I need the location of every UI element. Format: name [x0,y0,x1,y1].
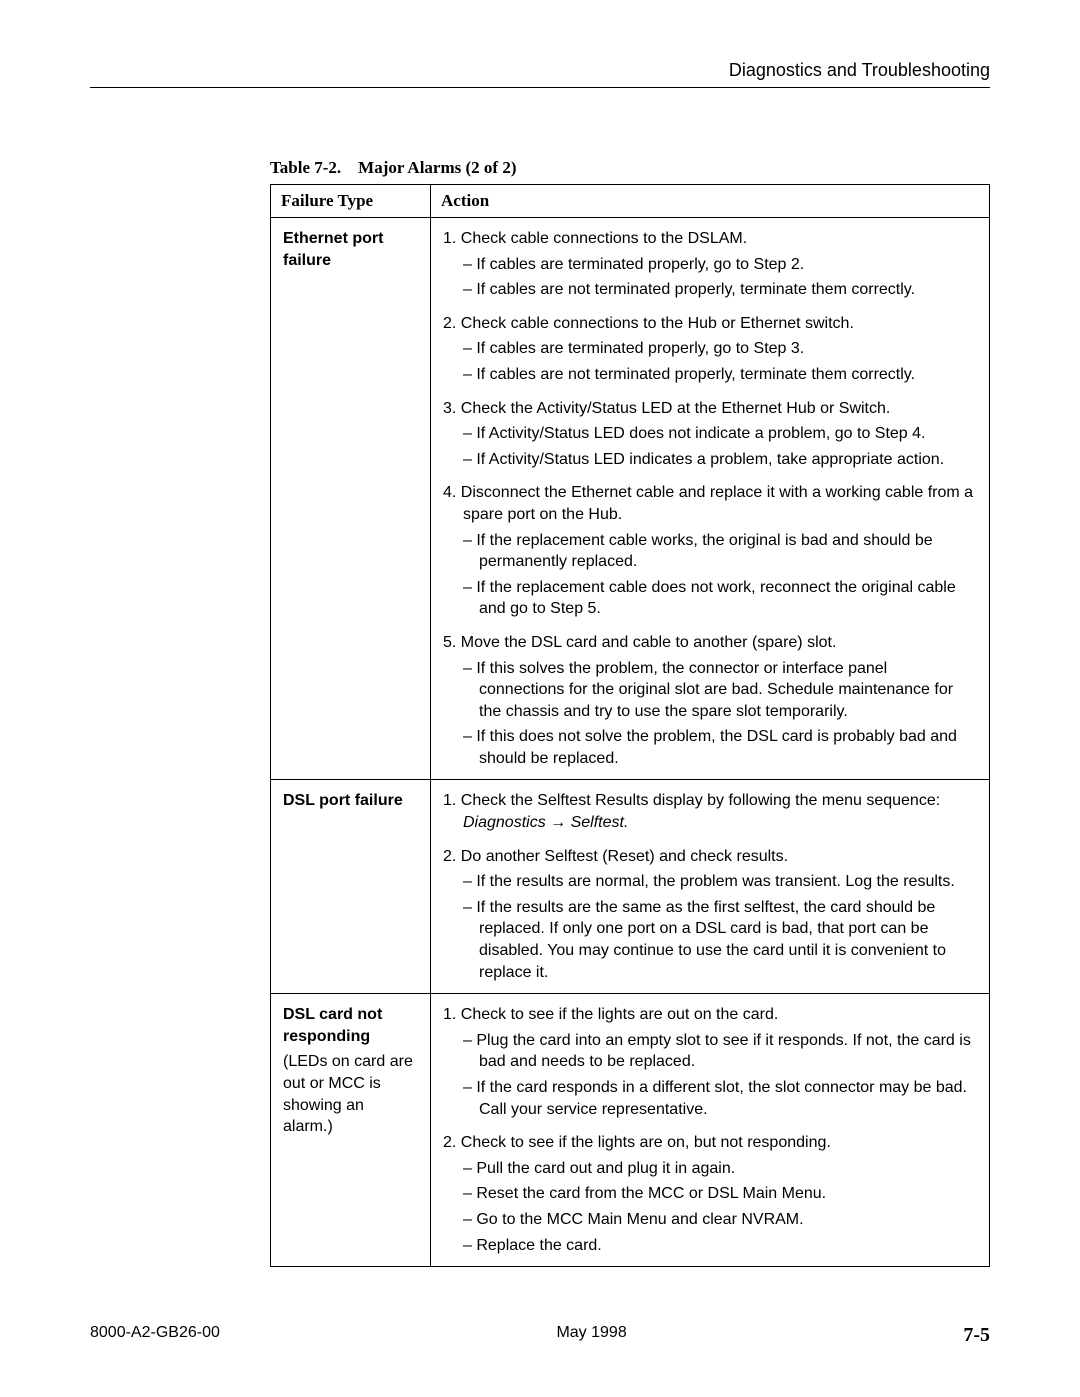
footer-doc-id: 8000-A2-GB26-00 [90,1324,220,1347]
step-text: 3. Check the Activity/Status LED at the … [443,398,977,420]
sub-item: – Pull the card out and plug it in again… [443,1158,977,1180]
sub-item: – If cables are terminated properly, go … [443,338,977,360]
step-text: 1. Check to see if the lights are out on… [443,1004,977,1026]
table-row: DSL card not responding(LEDs on card are… [271,994,990,1267]
action-step: 5. Move the DSL card and cable to anothe… [443,632,977,770]
step-italic: Diagnostics → Selftest. [463,814,628,831]
step-text: 2. Check cable connections to the Hub or… [443,313,977,335]
alarms-table: Failure Type Action Ethernet port failur… [270,184,990,1267]
sub-item: – If the replacement cable works, the or… [443,530,977,573]
action-step: 2. Do another Selftest (Reset) and check… [443,846,977,984]
sub-item: – If the card responds in a different sl… [443,1077,977,1120]
content-region: Table 7-2. Major Alarms (2 of 2) Failure… [270,158,990,1267]
step-text: 2. Do another Selftest (Reset) and check… [443,846,977,868]
sub-item: – If this does not solve the problem, th… [443,726,977,769]
action-cell: 1. Check cable connections to the DSLAM.… [431,218,990,780]
failure-type-note: (LEDs on card are out or MCC is showing … [283,1051,418,1137]
table-caption: Table 7-2. Major Alarms (2 of 2) [270,158,990,178]
sub-item: – Reset the card from the MCC or DSL Mai… [443,1183,977,1205]
failure-type-cell: DSL port failure [271,780,431,994]
sub-item: – If cables are terminated properly, go … [443,254,977,276]
sub-item: – If the replacement cable does not work… [443,577,977,620]
action-step: 2. Check to see if the lights are on, bu… [443,1132,977,1256]
sub-item: – If Activity/Status LED indicates a pro… [443,449,977,471]
table-row: DSL port failure 1. Check the Selftest Re… [271,780,990,994]
sub-item: – If cables are not terminated properly,… [443,279,977,301]
action-steps: 1. Check to see if the lights are out on… [443,1004,977,1256]
col-failure-type: Failure Type [271,185,431,218]
action-step: 1. Check to see if the lights are out on… [443,1004,977,1120]
sub-item: – Replace the card. [443,1235,977,1257]
failure-type-cell: Ethernet port failure [271,218,431,780]
table-header-row: Failure Type Action [271,185,990,218]
caption-title: Major Alarms (2 of 2) [358,158,516,177]
step-text: 5. Move the DSL card and cable to anothe… [443,632,977,654]
step-text: 1. Check the Selftest Results display by… [443,790,977,833]
sub-item: – Go to the MCC Main Menu and clear NVRA… [443,1209,977,1231]
sub-item: – If this solves the problem, the connec… [443,658,977,723]
failure-type-title: Ethernet port failure [283,228,418,271]
action-step: 3. Check the Activity/Status LED at the … [443,398,977,471]
table-row: Ethernet port failure 1. Check cable conn… [271,218,990,780]
action-cell: 1. Check the Selftest Results display by… [431,780,990,994]
action-steps: 1. Check the Selftest Results display by… [443,790,977,983]
action-step: 1. Check cable connections to the DSLAM.… [443,228,977,301]
footer-page: 7-5 [963,1324,990,1347]
action-step: 1. Check the Selftest Results display by… [443,790,977,833]
caption-label: Table 7-2. [270,158,341,177]
failure-type-title: DSL port failure [283,790,418,812]
action-step: 2. Check cable connections to the Hub or… [443,313,977,386]
sub-item: – If Activity/Status LED does not indica… [443,423,977,445]
failure-type-cell: DSL card not responding(LEDs on card are… [271,994,431,1267]
sub-item: – If the results are the same as the fir… [443,897,977,983]
footer-date: May 1998 [556,1324,626,1347]
col-action: Action [431,185,990,218]
page-header: Diagnostics and Troubleshooting [90,60,990,88]
action-steps: 1. Check cable connections to the DSLAM.… [443,228,977,769]
failure-type-title: DSL card not responding [283,1004,418,1047]
action-cell: 1. Check to see if the lights are out on… [431,994,990,1267]
sub-item: – If cables are not terminated properly,… [443,364,977,386]
step-text: 4. Disconnect the Ethernet cable and rep… [443,482,977,525]
step-text: 2. Check to see if the lights are on, bu… [443,1132,977,1154]
header-title: Diagnostics and Troubleshooting [90,60,990,81]
sub-item: – Plug the card into an empty slot to se… [443,1030,977,1073]
action-step: 4. Disconnect the Ethernet cable and rep… [443,482,977,620]
sub-item: – If the results are normal, the problem… [443,871,977,893]
page-footer: 8000-A2-GB26-00 May 1998 7-5 [90,1324,990,1347]
step-text: 1. Check cable connections to the DSLAM. [443,228,977,250]
